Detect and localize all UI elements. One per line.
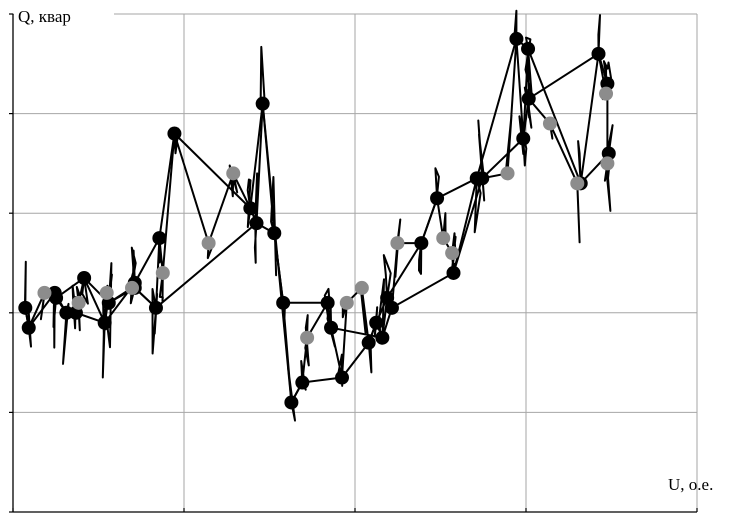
black-data-point <box>97 315 112 330</box>
gray-data-point <box>99 285 114 300</box>
gray-data-point <box>37 285 52 300</box>
black-data-point <box>369 315 384 330</box>
ylabel-background <box>14 4 114 28</box>
black-data-point <box>335 370 350 385</box>
black-data-point <box>516 131 531 146</box>
black-data-point <box>21 320 36 335</box>
black-data-point <box>249 216 264 231</box>
black-data-point <box>276 295 291 310</box>
axes <box>9 13 698 513</box>
gray-data-point <box>599 86 614 101</box>
black-data-point <box>295 375 310 390</box>
gray-data-point <box>445 246 460 261</box>
gray-data-point <box>339 295 354 310</box>
black-data-point <box>324 320 339 335</box>
gray-data-point <box>226 166 241 181</box>
data-points <box>18 31 616 410</box>
gray-data-point <box>436 231 451 246</box>
black-data-point <box>591 46 606 61</box>
black-data-point <box>152 231 167 246</box>
gray-data-point <box>542 116 557 131</box>
black-data-point <box>148 300 163 315</box>
gray-data-point <box>600 156 615 171</box>
black-data-point <box>446 265 461 280</box>
black-data-point <box>375 330 390 345</box>
black-data-point <box>414 236 429 251</box>
gray-data-point <box>354 280 369 295</box>
black-data-point <box>384 300 399 315</box>
black-data-point <box>521 41 536 56</box>
gray-data-point <box>71 295 86 310</box>
black-data-point <box>167 126 182 141</box>
black-data-point <box>430 191 445 206</box>
black-data-point <box>475 171 490 186</box>
gray-data-point <box>390 236 405 251</box>
gray-data-point <box>155 265 170 280</box>
black-data-point <box>49 290 64 305</box>
gray-data-point <box>125 280 140 295</box>
x-axis-label: U, о.е. <box>668 475 713 494</box>
black-data-point <box>284 395 299 410</box>
black-data-point <box>267 226 282 241</box>
gray-data-point <box>201 236 216 251</box>
black-data-point <box>77 270 92 285</box>
gray-data-point <box>500 166 515 181</box>
black-data-point <box>521 91 536 106</box>
black-data-point <box>320 295 335 310</box>
gray-data-point <box>300 330 315 345</box>
black-data-point <box>255 96 270 111</box>
gray-data-point <box>570 176 585 191</box>
black-data-point <box>59 305 74 320</box>
y-axis-label: Q, квар <box>18 7 71 26</box>
black-data-point <box>18 300 33 315</box>
black-data-point <box>243 201 258 216</box>
black-data-point <box>509 31 524 46</box>
black-data-point <box>361 335 376 350</box>
